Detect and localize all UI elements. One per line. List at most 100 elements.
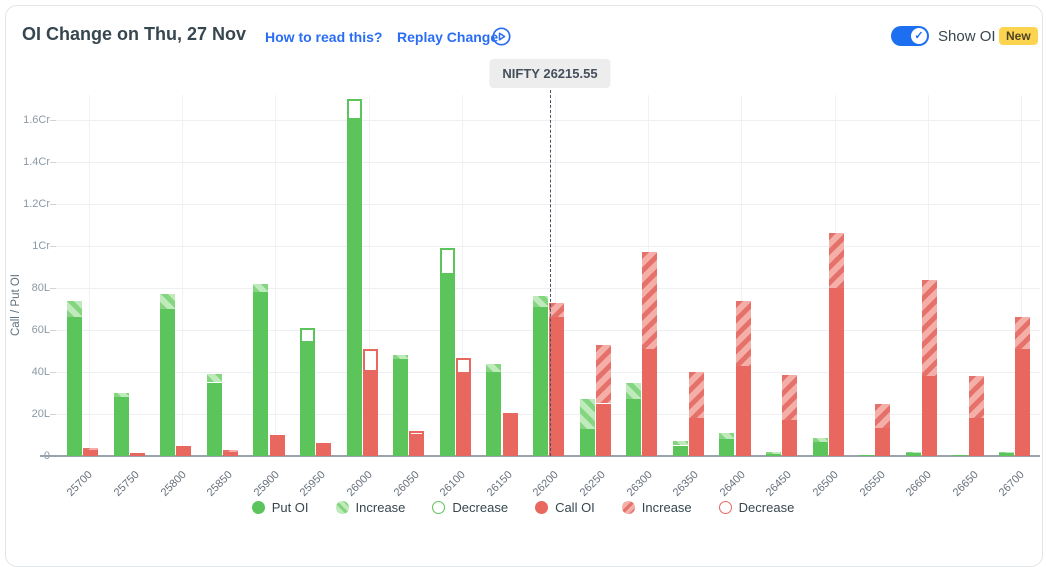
call-decrease-segment[interactable] <box>502 412 518 417</box>
put-oi-bar[interactable] <box>253 292 269 456</box>
call-decrease-segment[interactable] <box>269 435 285 440</box>
call-oi-bar[interactable] <box>223 451 238 456</box>
call-oi-bar[interactable] <box>922 376 937 456</box>
put-oi-bar[interactable] <box>952 455 968 456</box>
put-oi-bar[interactable] <box>905 452 921 456</box>
put-oi-bar[interactable] <box>300 342 315 456</box>
put-increase-segment[interactable] <box>67 300 82 318</box>
call-oi-bar[interactable] <box>735 365 751 456</box>
y-tick-mark <box>50 329 56 331</box>
legend-item-call-hollow[interactable]: Decrease <box>718 500 794 515</box>
call-increase-segment[interactable] <box>549 302 565 318</box>
legend-item-put-hollow[interactable]: Decrease <box>432 500 508 515</box>
call-increase-segment[interactable] <box>875 403 891 428</box>
put-oi-bar[interactable] <box>859 455 875 456</box>
put-increase-segment[interactable] <box>672 441 688 446</box>
show-oi-toggle[interactable]: ✓ <box>891 26 929 46</box>
call-oi-bar[interactable] <box>782 420 798 456</box>
call-oi-bar[interactable] <box>502 416 518 456</box>
put-increase-segment[interactable] <box>626 382 642 400</box>
call-oi-bar[interactable] <box>689 418 704 456</box>
put-increase-segment[interactable] <box>253 283 269 293</box>
call-oi-bar[interactable] <box>362 372 378 456</box>
put-increase-segment[interactable] <box>486 363 502 372</box>
call-oi-bar[interactable] <box>549 317 565 456</box>
put-oi-bar[interactable] <box>766 453 781 456</box>
call-oi-bar[interactable] <box>642 348 658 456</box>
put-oi-bar[interactable] <box>486 372 502 456</box>
call-oi-bar[interactable] <box>269 439 285 456</box>
call-oi-bar[interactable] <box>83 449 99 456</box>
call-increase-segment[interactable] <box>642 252 658 349</box>
replay-play-icon[interactable] <box>492 27 511 46</box>
put-increase-segment[interactable] <box>859 454 875 456</box>
put-increase-segment[interactable] <box>905 451 921 453</box>
put-increase-segment[interactable] <box>160 294 176 309</box>
call-oi-bar[interactable] <box>1015 348 1031 456</box>
put-decrease-segment[interactable] <box>300 327 315 343</box>
call-decrease-segment[interactable] <box>176 445 192 450</box>
put-hollow-swatch-icon <box>432 501 446 514</box>
legend-item-put-striped[interactable]: Increase <box>335 500 405 515</box>
call-decrease-segment[interactable] <box>409 430 425 437</box>
put-oi-bar[interactable] <box>206 382 222 456</box>
put-increase-segment[interactable] <box>999 451 1014 453</box>
call-oi-bar[interactable] <box>129 453 145 456</box>
call-oi-bar[interactable] <box>409 436 425 456</box>
legend-item-call-striped[interactable]: Increase <box>621 500 692 515</box>
call-increase-segment[interactable] <box>968 376 984 419</box>
call-decrease-segment[interactable] <box>316 443 332 448</box>
put-oi-bar[interactable] <box>626 399 642 456</box>
put-oi-bar[interactable] <box>812 442 828 456</box>
put-oi-bar[interactable] <box>160 309 176 456</box>
put-increase-segment[interactable] <box>533 296 548 307</box>
call-increase-segment[interactable] <box>223 450 238 452</box>
put-oi-bar[interactable] <box>67 317 82 456</box>
call-oi-bar[interactable] <box>316 446 332 456</box>
put-increase-segment[interactable] <box>113 393 129 398</box>
call-decrease-segment[interactable] <box>456 358 471 375</box>
call-oi-bar[interactable] <box>595 403 611 456</box>
y-tick-label: 60L <box>31 324 50 336</box>
legend-item-call-solid[interactable]: Call OI <box>535 500 595 515</box>
put-oi-bar[interactable] <box>393 359 409 456</box>
call-increase-segment[interactable] <box>782 375 798 421</box>
put-oi-bar[interactable] <box>346 120 362 456</box>
put-oi-bar[interactable] <box>579 428 595 456</box>
put-oi-bar[interactable] <box>439 275 455 456</box>
call-oi-bar[interactable] <box>875 427 891 456</box>
legend-item-put-solid[interactable]: Put OI <box>251 500 309 515</box>
call-decrease-segment[interactable] <box>362 348 378 372</box>
put-decrease-segment[interactable] <box>346 99 362 120</box>
put-increase-segment[interactable] <box>579 399 595 429</box>
put-oi-bar[interactable] <box>719 439 735 456</box>
x-gridline <box>1021 95 1022 456</box>
call-increase-segment[interactable] <box>828 233 844 288</box>
put-increase-segment[interactable] <box>719 432 735 440</box>
call-increase-segment[interactable] <box>735 300 751 366</box>
replay-change-link[interactable]: Replay Change <box>397 29 499 45</box>
put-oi-bar[interactable] <box>113 397 129 456</box>
put-increase-segment[interactable] <box>206 374 222 383</box>
put-increase-segment[interactable] <box>766 451 781 454</box>
put-decrease-segment[interactable] <box>439 248 455 276</box>
call-increase-segment[interactable] <box>595 344 611 404</box>
y-tick-label: 1.2Cr <box>23 198 50 210</box>
put-increase-segment[interactable] <box>812 438 828 443</box>
call-increase-segment[interactable] <box>83 447 99 450</box>
call-increase-segment[interactable] <box>689 372 704 419</box>
put-oi-bar[interactable] <box>533 306 548 456</box>
call-oi-bar[interactable] <box>968 418 984 456</box>
y-tick-mark <box>50 119 56 121</box>
call-oi-bar[interactable] <box>828 288 844 456</box>
call-oi-bar[interactable] <box>456 374 471 456</box>
put-oi-bar[interactable] <box>672 445 688 456</box>
put-oi-bar[interactable] <box>999 452 1014 456</box>
y-tick-mark <box>50 245 56 247</box>
call-increase-segment[interactable] <box>1015 317 1031 349</box>
how-to-read-link[interactable]: How to read this? <box>265 29 383 45</box>
call-increase-segment[interactable] <box>922 279 937 377</box>
call-oi-bar[interactable] <box>176 448 192 456</box>
put-increase-segment[interactable] <box>393 355 409 360</box>
put-increase-segment[interactable] <box>952 454 968 456</box>
